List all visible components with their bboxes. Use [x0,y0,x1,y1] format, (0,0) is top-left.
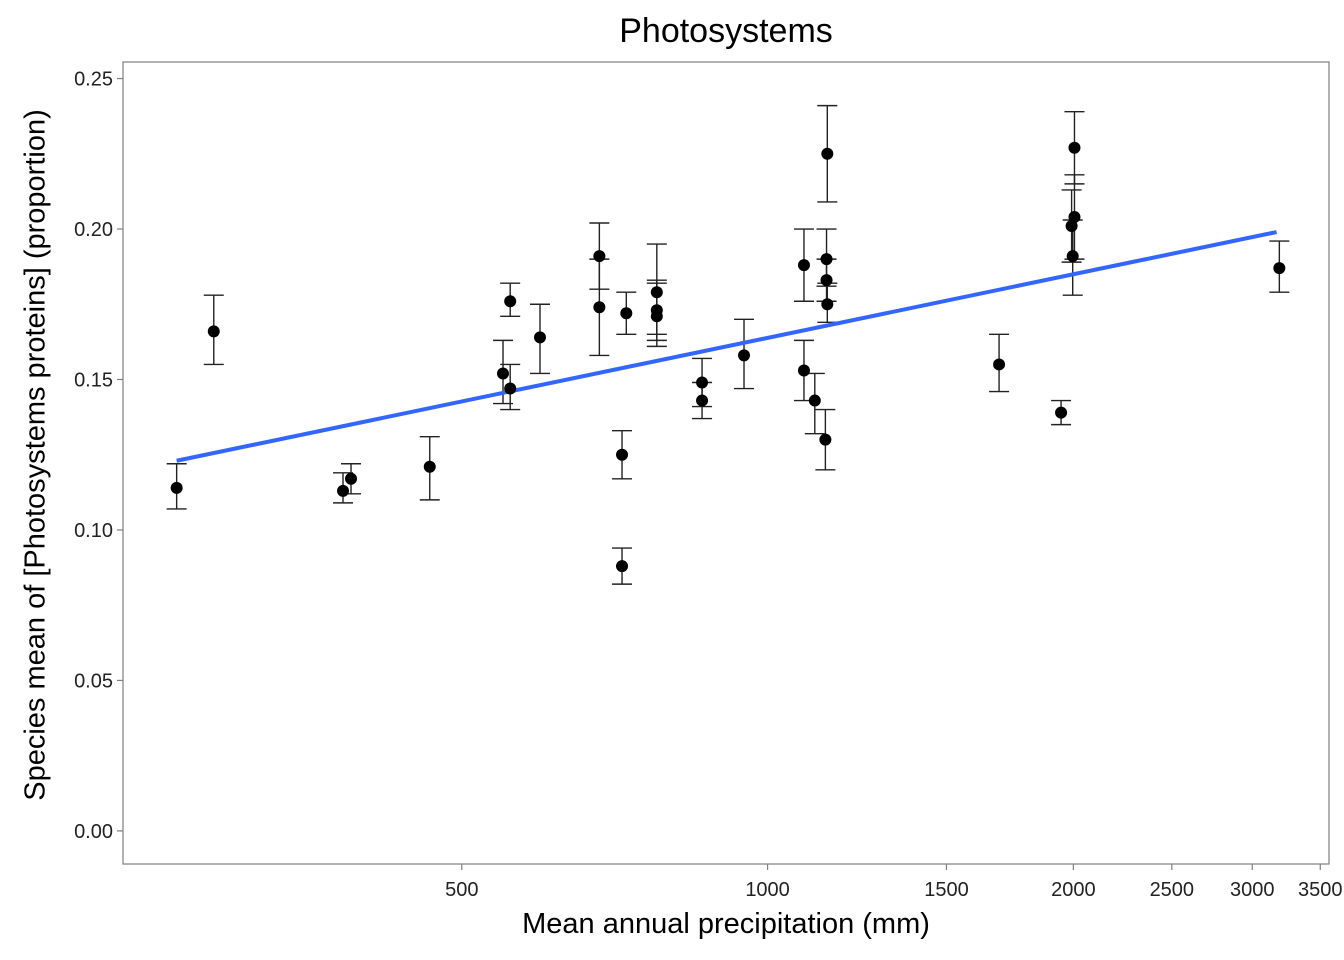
data-point [593,250,606,263]
data-point [170,481,183,494]
data-point [797,364,810,377]
y-tick-label: 0.15 [74,369,113,391]
x-axis-label: Mean annual precipitation (mm) [522,908,930,940]
data-point [820,274,833,287]
data-point [1065,220,1078,233]
data-point [650,286,663,299]
x-tick-label: 500 [445,879,478,901]
x-tick-label: 2500 [1150,879,1195,901]
data-point [696,376,709,389]
data-point [345,472,358,485]
plot-frame [122,61,1330,865]
data-point [337,484,350,497]
y-tick-label: 0.00 [74,821,113,843]
x-tick-label: 3500 [1298,879,1343,901]
data-point [820,253,833,266]
data-point [993,358,1006,371]
data-point [738,349,751,362]
data-point [819,433,832,446]
x-tick-label: 2000 [1051,879,1096,901]
data-point [1055,406,1068,419]
data-point [821,298,834,311]
data-point [620,307,633,320]
y-tick-label: 0.20 [74,219,113,241]
y-tick-label: 0.05 [74,670,113,692]
y-axis: 0.00 0.05 0.10 0.15 0.20 0.25 [74,69,123,843]
x-tick-label: 1500 [924,879,969,901]
data-point [533,331,546,344]
x-tick-label: 1000 [745,879,790,901]
data-point [696,394,709,407]
data-point [821,147,834,160]
data-point [808,394,821,407]
data-point [616,560,629,573]
data-point [797,259,810,272]
data-point [1068,141,1081,154]
data-point [1066,250,1079,263]
data-point [423,460,436,473]
data-point [650,310,663,323]
regression-line [176,230,1277,463]
data-point [497,367,510,380]
data-points [170,141,1286,573]
data-point [1273,262,1286,275]
data-point [207,325,220,338]
x-axis: 500 1000 1500 2000 2500 3000 3500 [445,864,1343,901]
fit-line-group [176,230,1277,463]
data-point [616,448,629,461]
y-tick-label: 0.10 [74,520,113,542]
data-point [593,301,606,314]
data-point [1068,210,1081,223]
x-tick-label: 3000 [1230,879,1275,901]
data-point [504,295,517,308]
y-tick-label: 0.25 [74,69,113,91]
data-point [504,382,517,395]
chart-title: Photosystems [619,12,833,50]
